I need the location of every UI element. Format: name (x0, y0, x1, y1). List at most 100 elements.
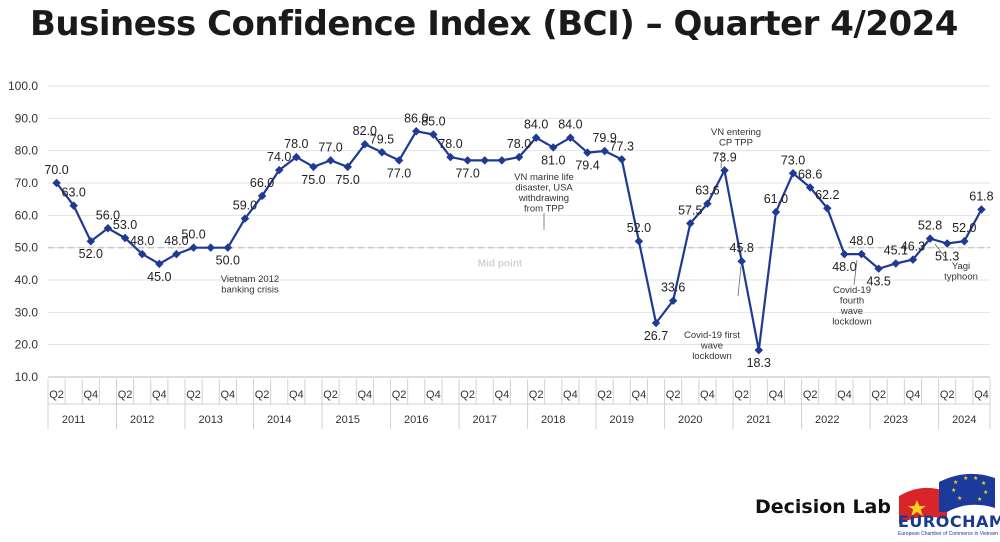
data-label: 77.0 (387, 166, 411, 180)
svg-text:★: ★ (963, 475, 968, 482)
x-quarter-label: Q2 (871, 389, 886, 401)
x-year-label: 2011 (62, 414, 86, 426)
x-quarter-label: Q4 (495, 389, 510, 401)
x-year-label: 2018 (541, 414, 565, 426)
midpoint-label: Mid point (478, 259, 523, 270)
data-point (840, 249, 849, 259)
y-tick-label: 70.0 (15, 176, 39, 190)
data-label: 45.8 (729, 241, 753, 255)
data-label: 53.0 (113, 218, 137, 232)
data-label: 73.9 (712, 150, 736, 164)
data-point (292, 152, 301, 162)
x-quarter-label: Q2 (529, 389, 544, 401)
data-label: 63.6 (695, 184, 719, 198)
data-point (137, 249, 147, 259)
data-label: 75.0 (301, 173, 325, 187)
data-point (86, 236, 96, 246)
svg-text:★: ★ (951, 487, 956, 494)
data-label: 26.7 (644, 329, 668, 343)
x-quarter-label: Q4 (289, 389, 304, 401)
page-title: Business Confidence Index (BCI) – Quarte… (30, 4, 958, 44)
data-point (600, 146, 609, 156)
x-year-label: 2015 (335, 414, 359, 426)
data-label: 52.8 (918, 219, 942, 233)
annotation-vn-marine-life-disaster: disaster, USA (515, 183, 573, 194)
x-quarter-label: Q4 (563, 389, 578, 401)
data-label: 82.0 (353, 124, 377, 138)
y-tick-label: 20.0 (15, 338, 39, 352)
data-point (120, 233, 130, 243)
data-point (617, 155, 627, 164)
data-label: 61.0 (764, 192, 788, 206)
x-year-label: 2023 (884, 414, 908, 426)
data-label: 81.0 (541, 153, 565, 167)
annotation-leader (737, 265, 742, 297)
data-label: 46.3 (901, 240, 925, 254)
data-label: 62.2 (815, 188, 839, 202)
svg-text:★: ★ (983, 489, 988, 496)
data-label: 48.0 (130, 234, 154, 248)
data-point (274, 165, 284, 175)
data-point (720, 166, 729, 175)
x-year-label: 2016 (404, 414, 428, 426)
x-year-label: 2019 (610, 414, 634, 426)
data-point (103, 224, 113, 233)
annotation-vietnam-2012-banking-crisis: Vietnam 2012 (221, 274, 279, 285)
annotation-covid-fourth-wave: Covid-19 (833, 285, 871, 296)
data-point (223, 243, 233, 252)
annotation-vietnam-2012-banking-crisis: banking crisis (221, 285, 279, 296)
x-quarter-label: Q4 (152, 389, 167, 401)
data-label: 77.3 (610, 139, 634, 153)
data-label: 48.0 (164, 234, 188, 248)
data-point (634, 236, 644, 246)
data-point (737, 257, 746, 266)
data-point (891, 259, 901, 268)
data-point (360, 139, 370, 149)
annotation-leader (720, 151, 723, 169)
x-quarter-label: Q2 (49, 389, 64, 401)
y-tick-label: 100.0 (8, 79, 38, 93)
annotation-vn-marine-life-disaster: from TPP (524, 204, 564, 215)
annotation-yagi-typhoon: Yagi (952, 261, 970, 272)
bci-line-chart: 100.0 90.0 80.0 70.0 60.0 50.0 40.0 30.0 20.0 10.… (8, 79, 994, 429)
svg-text:★: ★ (957, 495, 962, 502)
decision-lab-logo: Decision Lab (755, 496, 891, 518)
y-tick-label: 10.0 (15, 370, 39, 384)
data-point (394, 156, 404, 165)
annotation-vn-entering-cptpp: VN entering (711, 127, 761, 138)
data-label: 59.0 (233, 199, 257, 213)
data-point (497, 156, 507, 165)
x-year-label: 2024 (952, 414, 976, 426)
data-label: 74.0 (267, 150, 291, 164)
x-quarter-label: Q2 (597, 389, 612, 401)
data-label: 78.0 (438, 137, 462, 151)
data-label: 73.0 (781, 153, 805, 167)
x-quarter-label: Q4 (220, 389, 235, 401)
data-point (480, 156, 489, 165)
annotation-covid-first-wave: Covid-19 first (684, 330, 740, 341)
x-quarter-label: Q4 (426, 389, 441, 401)
svg-text:★: ★ (973, 475, 978, 482)
data-label: 18.3 (747, 356, 771, 370)
x-quarter-label: Q2 (186, 389, 201, 401)
annotation-covid-fourth-wave: lockdown (832, 317, 872, 328)
x-quarter-label: Q4 (632, 389, 647, 401)
data-label: 78.0 (507, 137, 531, 151)
annotation-yagi-typhoon: typhoon (944, 272, 978, 283)
eurocham-wordmark: EUROCHAM (898, 512, 1000, 531)
data-label: 48.0 (832, 260, 856, 274)
data-label: 79.5 (370, 132, 394, 146)
data-label: 43.5 (867, 275, 891, 289)
svg-text:★: ★ (981, 480, 986, 487)
data-point (977, 205, 986, 214)
x-quarter-label: Q2 (255, 389, 270, 401)
x-quarter-label: Q2 (392, 389, 407, 401)
annotation-vn-marine-life-disaster: withdrawing (518, 193, 569, 204)
y-tick-label: 40.0 (15, 273, 39, 287)
data-label: 70.0 (44, 163, 68, 177)
data-point (411, 127, 421, 136)
data-label: 45.0 (147, 270, 171, 284)
x-year-label: 2012 (130, 414, 154, 426)
x-quarter-label: Q4 (974, 389, 989, 401)
data-point (754, 345, 764, 355)
